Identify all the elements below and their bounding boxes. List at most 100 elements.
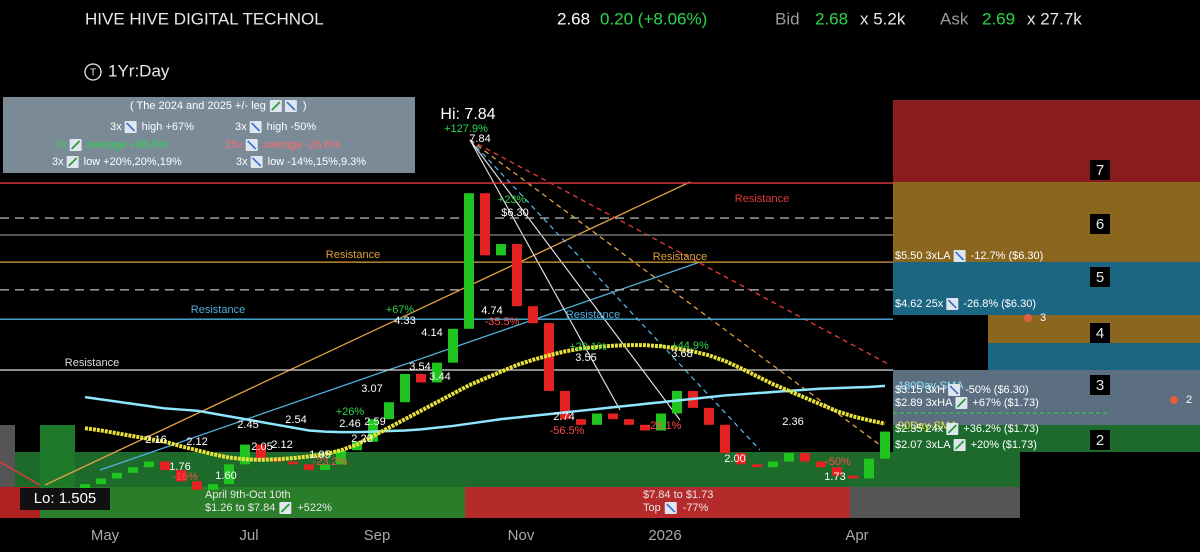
annotation: +23%: [498, 194, 527, 206]
trend-line: [99, 261, 701, 471]
target-pct: -12.7%: [971, 250, 1006, 262]
candle: [560, 390, 570, 420]
summary-up-move: $1.26 to $7.84: [205, 502, 275, 514]
target-pct: +67%: [972, 397, 1001, 409]
x-tick-label: Sep: [364, 527, 391, 544]
candle: [768, 461, 778, 468]
candle: [672, 390, 682, 414]
candle: [208, 484, 218, 490]
legend-text: low +20%,20%,19%: [84, 156, 182, 168]
annotation: 2.16: [145, 434, 166, 446]
annotation: 2.54: [285, 414, 306, 426]
legend-count: 3x: [235, 121, 247, 133]
band: [850, 487, 1020, 518]
zone-number: 5: [1096, 269, 1104, 286]
trend-line: [469, 139, 681, 421]
trend-icon-arrow: [271, 101, 281, 111]
legend-text: low -14%,15%,9.3%: [268, 156, 367, 168]
zone-box: [893, 100, 1200, 182]
x-tick-label: Nov: [508, 527, 535, 544]
trend-line: [469, 139, 761, 451]
overlay: 180Day-SMA 90Day-SMA May Jul Sep Nov 2026 Apr Hi…: [34, 106, 1192, 544]
annotation: 3.55: [575, 352, 596, 364]
annotation: 2.59: [364, 416, 385, 428]
lo-label: Lo: 1.505: [34, 490, 97, 507]
candle: [336, 450, 346, 465]
level-label: Resistance: [566, 309, 620, 321]
annotation: -23.2%: [313, 456, 348, 468]
trend-icon-arrow: [949, 385, 959, 395]
symbol: HIVE HIVE DIGITAL TECHNOL: [85, 9, 324, 28]
zone-box: [893, 262, 1200, 315]
annotation: -16%: [172, 471, 198, 483]
annotation: 2.74: [553, 411, 574, 423]
annotation: 3.44: [429, 371, 450, 383]
candle: [464, 193, 474, 329]
summary-range: April 9th-Oct 10th: [205, 489, 291, 501]
target-pct: -26.8%: [963, 298, 998, 310]
annotation: +44.9%: [671, 340, 709, 352]
candle: [624, 419, 634, 425]
x-tick-label: Apr: [845, 527, 868, 544]
level-label: Resistance: [653, 251, 707, 263]
annotation: -35.5%: [485, 316, 520, 328]
annotation: 2.36: [782, 416, 803, 428]
plot: [48, 193, 890, 497]
candle: [96, 478, 106, 485]
target-icon: [1170, 396, 1178, 404]
target-ref: ($1.73): [1004, 397, 1039, 409]
trend-lines: [0, 139, 1110, 486]
ask: 2.69: [982, 9, 1015, 28]
candle: [720, 424, 730, 454]
band: [40, 487, 465, 518]
zone-number-box: [1090, 214, 1110, 234]
zone-number: 2: [1096, 432, 1104, 449]
target-count: 2: [1186, 394, 1192, 406]
ask-size: x 27.7k: [1027, 9, 1082, 28]
annotation: 4.74: [481, 305, 502, 317]
zone-number: 7: [1096, 162, 1104, 179]
last-price: 2.68: [557, 9, 590, 28]
zone-number-box: [1090, 323, 1110, 343]
candle: [512, 244, 522, 307]
target-tag: 25x: [926, 298, 944, 310]
target-price: $2.89: [895, 397, 923, 409]
summary-up-pct: +522%: [297, 502, 332, 514]
target-icon: [1024, 314, 1032, 322]
candle: [192, 481, 202, 490]
annotation: +67%: [386, 304, 415, 316]
period[interactable]: 1Yr:Day: [108, 61, 170, 80]
annotation: 7.84: [469, 133, 490, 145]
annotation: $6.30: [501, 207, 529, 219]
trend-icon-arrow: [68, 157, 78, 167]
zone-box: [893, 182, 1200, 262]
trend-icon-arrow: [956, 398, 967, 408]
summary-down-move: $7.84 to $1.73: [643, 489, 713, 501]
target-price: $2.35: [895, 423, 923, 435]
zone-number: 4: [1096, 325, 1104, 342]
annotation: 3.07: [361, 383, 382, 395]
lo-label-box: [20, 488, 110, 510]
legend-title: ( The 2024 and 2025 +/- leg: [130, 100, 266, 112]
target-ref: ($1.73): [1002, 439, 1037, 451]
levels: Resistance Resistance Resistance Resistance…: [0, 182, 893, 371]
candle: [752, 464, 762, 468]
candle: [256, 444, 266, 459]
band: [465, 487, 850, 518]
annotation: 2.00: [724, 453, 745, 465]
candle: [480, 193, 490, 256]
candle: [416, 373, 426, 383]
candle: [800, 453, 810, 462]
annotation: 2.05: [251, 441, 272, 453]
x-tick-label: May: [91, 527, 120, 544]
annotation: 2.45: [237, 419, 258, 431]
trend-line: [0, 461, 41, 486]
annotation: 1.60: [215, 470, 236, 482]
candle: [832, 467, 842, 476]
level-label: Resistance: [65, 357, 119, 369]
trend-icon-arrow: [955, 251, 965, 261]
candle: [576, 419, 586, 425]
target-price: $4.62: [895, 298, 923, 310]
annotation: 1.73: [824, 471, 845, 483]
x-tick-label: 2026: [648, 527, 681, 544]
